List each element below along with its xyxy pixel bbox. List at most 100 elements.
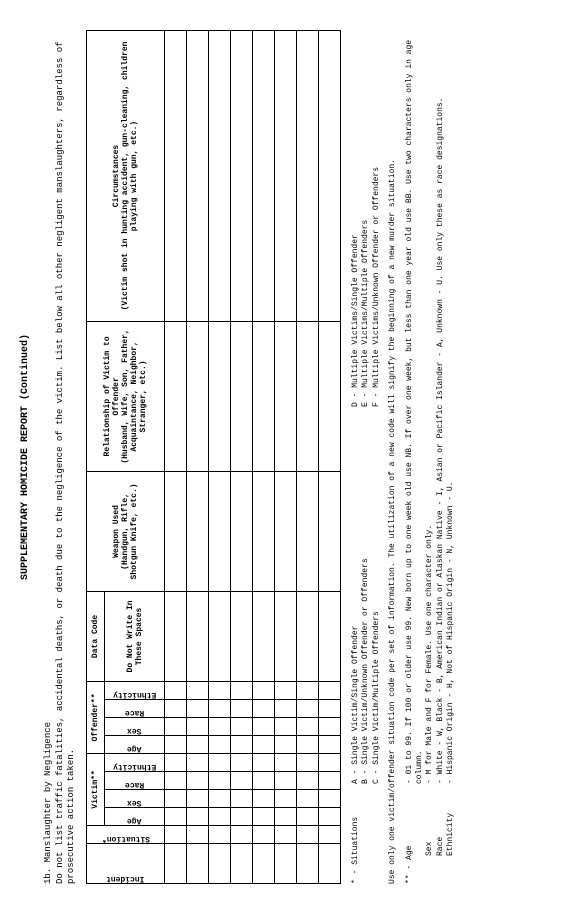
- legend-note: Use only one victim/offender situation c…: [388, 30, 398, 884]
- sit-f: F - Multiple Victims/Unknown Offender or…: [372, 30, 382, 407]
- table-cell: [165, 31, 187, 322]
- table-cell: [319, 844, 341, 884]
- col-datacode-sub: Do Not Write In These Spaces: [105, 591, 165, 681]
- table-cell: [253, 753, 275, 771]
- table-cell: [297, 681, 319, 699]
- col-relation: Relationship of Victim to Offender (Husb…: [87, 321, 165, 471]
- table-cell: [165, 844, 187, 884]
- col-relation-sub: (Husband, Wife, Son, Father, Acquaintanc…: [121, 329, 148, 463]
- table-cell: [253, 321, 275, 471]
- table-cell: [187, 681, 209, 699]
- table-cell: [231, 471, 253, 591]
- table-cell: [165, 735, 187, 753]
- section-header: 1b. Manslaughter by Negligence Do not li…: [43, 30, 78, 884]
- table-row: [253, 31, 275, 884]
- table-cell: [209, 844, 231, 884]
- sit-e: E - Multiple Victims/Multiple Offenders: [361, 30, 371, 407]
- homicide-table: Incident Situation* Victim** Offender** …: [86, 30, 341, 884]
- table-row: [165, 31, 187, 884]
- table-cell: [297, 31, 319, 322]
- defs-mark: ** -: [405, 865, 414, 884]
- col-o-race: Race: [125, 708, 144, 717]
- table-cell: [209, 471, 231, 591]
- table-cell: [209, 753, 231, 771]
- table-cell: [253, 471, 275, 591]
- table-cell: [297, 591, 319, 681]
- table-row: [319, 31, 341, 884]
- table-cell: [319, 321, 341, 471]
- table-cell: [275, 31, 297, 322]
- col-weapon: Weapon Used (Handgun, Rifle, Shotgun Kni…: [87, 471, 165, 591]
- table-cell: [165, 717, 187, 735]
- table-cell: [165, 826, 187, 844]
- table-cell: [209, 681, 231, 699]
- table-cell: [187, 471, 209, 591]
- table-cell: [187, 808, 209, 826]
- table-cell: [297, 735, 319, 753]
- table-cell: [319, 790, 341, 808]
- table-cell: [275, 844, 297, 884]
- col-o-age: Age: [127, 744, 141, 753]
- table-cell: [209, 717, 231, 735]
- table-cell: [231, 681, 253, 699]
- table-cell: [231, 321, 253, 471]
- table-cell: [231, 717, 253, 735]
- table-cell: [187, 321, 209, 471]
- table-cell: [231, 808, 253, 826]
- table-cell: [187, 735, 209, 753]
- table-cell: [165, 471, 187, 591]
- table-cell: [275, 591, 297, 681]
- legend: * - Situations A - Single Victim/Single …: [351, 30, 457, 884]
- table-cell: [253, 591, 275, 681]
- table-cell: [165, 772, 187, 790]
- table-cell: [319, 717, 341, 735]
- eth-label: Ethnicity: [446, 784, 456, 884]
- table-cell: [319, 826, 341, 844]
- table-cell: [209, 31, 231, 322]
- table-cell: [319, 808, 341, 826]
- table-cell: [187, 772, 209, 790]
- table-cell: [319, 735, 341, 753]
- table-cell: [187, 717, 209, 735]
- table-row: [187, 31, 209, 884]
- table-row: [231, 31, 253, 884]
- table-cell: [231, 735, 253, 753]
- table-cell: [209, 735, 231, 753]
- table-cell: [297, 753, 319, 771]
- table-cell: [209, 826, 231, 844]
- sex-label: Sex: [425, 784, 435, 884]
- table-cell: [253, 735, 275, 753]
- table-cell: [297, 808, 319, 826]
- table-cell: [231, 826, 253, 844]
- table-cell: [297, 717, 319, 735]
- table-cell: [209, 591, 231, 681]
- section-title: Manslaughter by Negligence: [43, 722, 53, 862]
- table-cell: [319, 699, 341, 717]
- table-cell: [319, 31, 341, 322]
- table-cell: [275, 753, 297, 771]
- table-cell: [297, 826, 319, 844]
- col-o-sex: Sex: [127, 726, 141, 735]
- col-v-eth: Ethnicity: [113, 762, 156, 771]
- table-cell: [187, 753, 209, 771]
- race-label: Race: [436, 784, 446, 884]
- table-cell: [187, 31, 209, 322]
- col-situation: Situation*: [102, 834, 150, 843]
- table-cell: [209, 699, 231, 717]
- col-o-eth: Ethnicity: [113, 690, 156, 699]
- table-cell: [275, 681, 297, 699]
- col-v-sex: Sex: [127, 798, 141, 807]
- col-incident: Incident: [106, 874, 144, 883]
- table-cell: [209, 790, 231, 808]
- age-def: - 01 to 99. If 100 or older use 99. New …: [405, 30, 426, 784]
- table-cell: [253, 699, 275, 717]
- col-circ-sub: (Victim shot in hunting accident, gun-cl…: [121, 42, 139, 311]
- col-circ: Circumstances (Victim shot in hunting ac…: [87, 31, 165, 322]
- table-cell: [297, 772, 319, 790]
- table-cell: [319, 753, 341, 771]
- table-cell: [231, 844, 253, 884]
- table-row: [297, 31, 319, 884]
- table-cell: [253, 31, 275, 322]
- sit-c: C - Single Victim/Multiple Offenders: [372, 407, 382, 784]
- table-cell: [253, 790, 275, 808]
